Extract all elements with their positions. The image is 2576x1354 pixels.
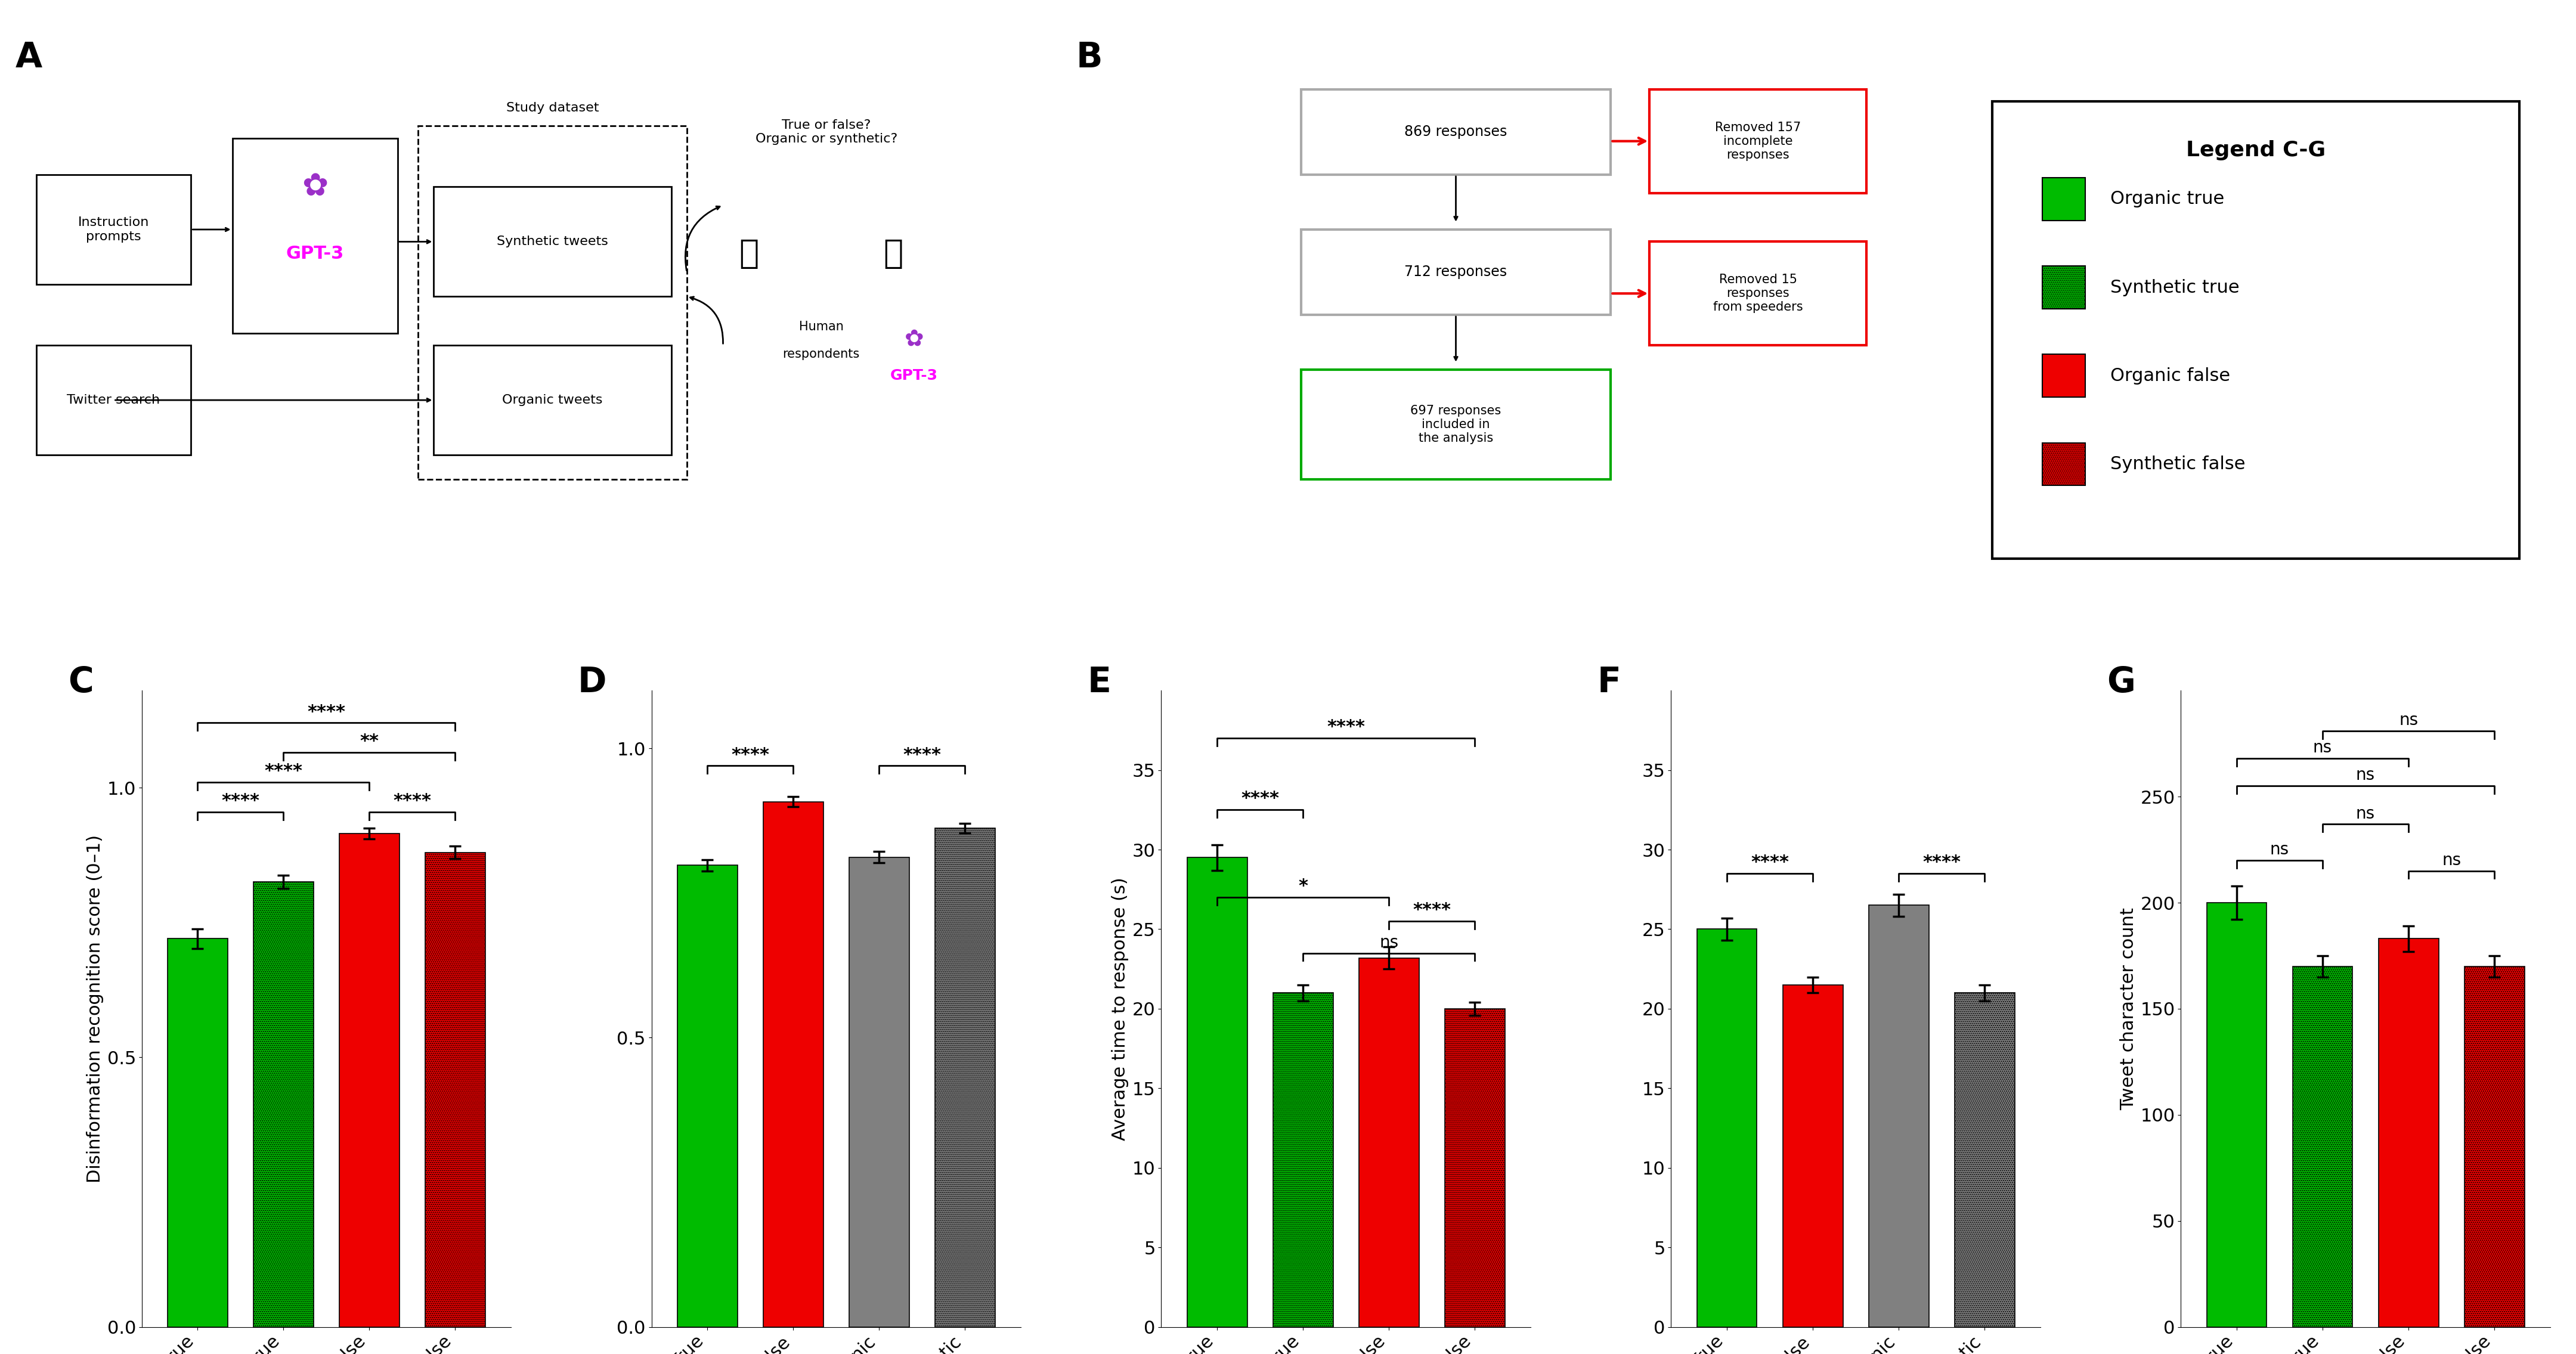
Bar [762,802,824,1327]
Text: ns: ns [2357,766,2375,784]
Text: ns: ns [2357,806,2375,822]
Text: Synthetic true: Synthetic true [2110,279,2239,297]
Y-axis label: Average time to response (s): Average time to response (s) [1113,877,1128,1140]
Bar [2465,967,2524,1327]
Text: ****: **** [732,746,770,764]
Text: ****: **** [1242,791,1280,807]
Text: 712 responses: 712 responses [1404,265,1507,279]
Text: ****: **** [265,762,301,780]
Text: Human: Human [799,321,842,333]
Bar [433,345,672,455]
Text: 🧠: 🧠 [739,238,760,269]
Text: ✿: ✿ [301,172,327,202]
Text: True or false?
Organic or synthetic?: True or false? Organic or synthetic? [755,119,896,145]
Bar [2378,938,2439,1327]
Text: Study dataset: Study dataset [507,102,598,114]
Bar [340,834,399,1327]
Text: ****: **** [1412,902,1450,919]
Text: ns: ns [2398,712,2419,728]
Bar [850,857,909,1327]
Text: D: D [577,665,605,699]
Text: **: ** [361,733,379,750]
Text: ****: **** [904,746,940,764]
Text: F: F [1597,665,1620,699]
Text: 🤖: 🤖 [884,238,904,269]
Bar [433,187,672,297]
Text: Legend C-G: Legend C-G [2187,141,2326,160]
Text: E: E [1087,665,1110,699]
Bar [1360,957,1419,1327]
Y-axis label: Tweet character count: Tweet character count [2120,907,2138,1110]
Text: ****: **** [1922,854,1960,871]
Bar [935,829,994,1327]
Text: Synthetic false: Synthetic false [2110,455,2246,473]
Text: GPT-3: GPT-3 [286,245,345,263]
Bar [36,345,191,455]
Bar [2043,355,2087,397]
Text: Removed 15
responses
from speeders: Removed 15 responses from speeders [1713,274,1803,313]
Text: ****: **** [1752,854,1788,871]
Bar [1991,102,2519,558]
Bar [2293,967,2352,1327]
Text: ****: **** [307,703,345,720]
Text: ****: **** [1327,719,1365,737]
Bar [1649,89,1868,192]
Text: GPT-3: GPT-3 [891,368,938,383]
Text: ns: ns [2442,852,2460,868]
Text: Removed 157
incomplete
responses: Removed 157 incomplete responses [1716,122,1801,161]
Text: ✿: ✿ [904,328,925,351]
Text: Organic false: Organic false [2110,367,2231,385]
Bar [1445,1009,1504,1327]
Text: G: G [2107,665,2136,699]
Text: *: * [1298,877,1309,895]
Bar [1188,857,1247,1327]
Text: ****: **** [394,792,430,810]
Text: Twitter search: Twitter search [67,394,160,406]
Text: Synthetic tweets: Synthetic tweets [497,236,608,248]
Text: A: A [15,41,41,74]
Bar [1698,929,1757,1327]
Bar [1301,89,1610,175]
Bar [2043,443,2087,485]
Text: ****: **** [222,792,260,810]
Text: respondents: respondents [783,348,860,360]
Bar [232,138,397,333]
Text: Organic tweets: Organic tweets [502,394,603,406]
Y-axis label: Disinformation recognition score (0–1): Disinformation recognition score (0–1) [88,834,103,1183]
Text: Organic true: Organic true [2110,191,2223,207]
Bar [425,852,484,1327]
Bar [677,865,737,1327]
Text: C: C [67,665,93,699]
Bar [1649,241,1868,345]
Bar [417,126,688,479]
Text: B: B [1077,41,1103,74]
Bar [1301,229,1610,315]
Text: 869 responses: 869 responses [1404,125,1507,139]
Bar [1955,992,2014,1327]
Bar [36,175,191,284]
Bar [252,881,314,1327]
Bar [1868,906,1929,1327]
Text: ns: ns [1378,934,1399,951]
Bar [167,938,227,1327]
Text: 697 responses
included in
the analysis: 697 responses included in the analysis [1412,405,1502,444]
Bar [1273,992,1332,1327]
Bar [2043,265,2087,309]
Text: Instruction
prompts: Instruction prompts [77,217,149,242]
Bar [2043,177,2087,221]
Text: ns: ns [2269,841,2290,858]
Bar [1783,984,1842,1327]
Bar [1301,370,1610,479]
Text: ns: ns [2313,739,2331,756]
Bar [2208,903,2267,1327]
